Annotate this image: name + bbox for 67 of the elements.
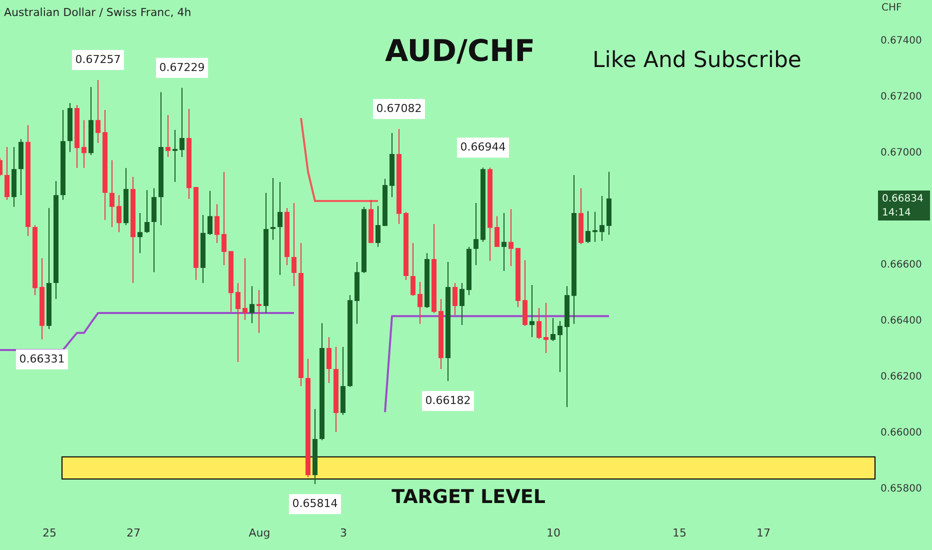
y-tick-label: 0.67200	[880, 92, 922, 102]
annotation: 0.66944	[460, 140, 506, 154]
x-tick-label: Aug	[248, 526, 270, 540]
x-tick-label: 17	[756, 526, 770, 540]
text: 0.66834	[882, 193, 924, 204]
candlestick	[586, 210, 590, 244]
candlestick	[138, 212, 142, 254]
candlestick	[96, 80, 100, 144]
band-label: TARGET LEVEL	[392, 486, 546, 508]
candlestick	[508, 208, 514, 266]
y-tick-label: 0.66400	[880, 316, 922, 326]
candlestick	[172, 129, 178, 182]
x-tick-label: 15	[672, 526, 686, 540]
annotation: 0.67257	[75, 53, 121, 66]
text: 14:14	[882, 207, 911, 218]
candlestick	[256, 290, 262, 334]
candlestick	[270, 178, 276, 240]
candlestick	[110, 160, 114, 228]
candlestick	[326, 336, 332, 384]
candlestick	[376, 206, 380, 248]
y-tick-label: 0.66000	[880, 428, 922, 438]
annotation: 0.66331	[19, 352, 65, 366]
candlestick	[474, 202, 478, 266]
x-tick-label: 3	[340, 526, 347, 540]
candlestick	[214, 204, 220, 244]
chart-subtitle: Australian Dollar / Swiss Franc, 4h	[4, 6, 192, 19]
x-tick-label: 25	[42, 526, 56, 540]
candlestick	[250, 286, 254, 324]
y-tick-label: 0.65800	[880, 484, 922, 494]
chart-title: AUD/CHF	[384, 34, 536, 69]
candlestick	[278, 181, 282, 276]
candlestick	[452, 282, 458, 316]
y-tick-label: 0.66200	[880, 372, 922, 382]
candlestick	[600, 195, 604, 242]
candlestick	[236, 282, 240, 362]
candlestick	[144, 190, 150, 234]
candlestick	[180, 87, 184, 158]
annotation: Like And Subscribe	[592, 48, 802, 73]
annotation: 0.66182	[425, 394, 471, 408]
candlestick	[292, 202, 296, 287]
y-tick-label: 0.67000	[880, 148, 922, 158]
y-tick-label: 0.66600	[880, 260, 922, 270]
annotation: 0.67082	[376, 102, 422, 116]
y-axis-title: CHF	[882, 2, 902, 14]
candlestick	[460, 282, 464, 326]
candlestick	[592, 211, 598, 242]
candlestick	[494, 216, 500, 248]
candlestick	[550, 318, 556, 342]
candlestick	[536, 307, 542, 340]
candlestick	[222, 171, 226, 266]
candlestick	[502, 212, 506, 272]
candlestick	[558, 320, 562, 373]
x-tick-label: 27	[126, 526, 140, 540]
y-tick-label: 0.67400	[880, 36, 922, 46]
candlestick	[4, 146, 10, 200]
candlestick	[410, 242, 416, 296]
annotation: 0.67229	[159, 60, 205, 74]
candlestick	[208, 190, 212, 236]
candlestick	[242, 258, 248, 320]
candlestick	[418, 281, 422, 324]
candlestick	[530, 284, 534, 338]
candlestick	[116, 194, 122, 233]
candlestick	[82, 120, 86, 168]
candlestick	[544, 302, 548, 354]
candlestick	[166, 114, 170, 158]
annotation: 0.65814	[292, 497, 338, 510]
x-tick-label: 10	[546, 526, 560, 540]
